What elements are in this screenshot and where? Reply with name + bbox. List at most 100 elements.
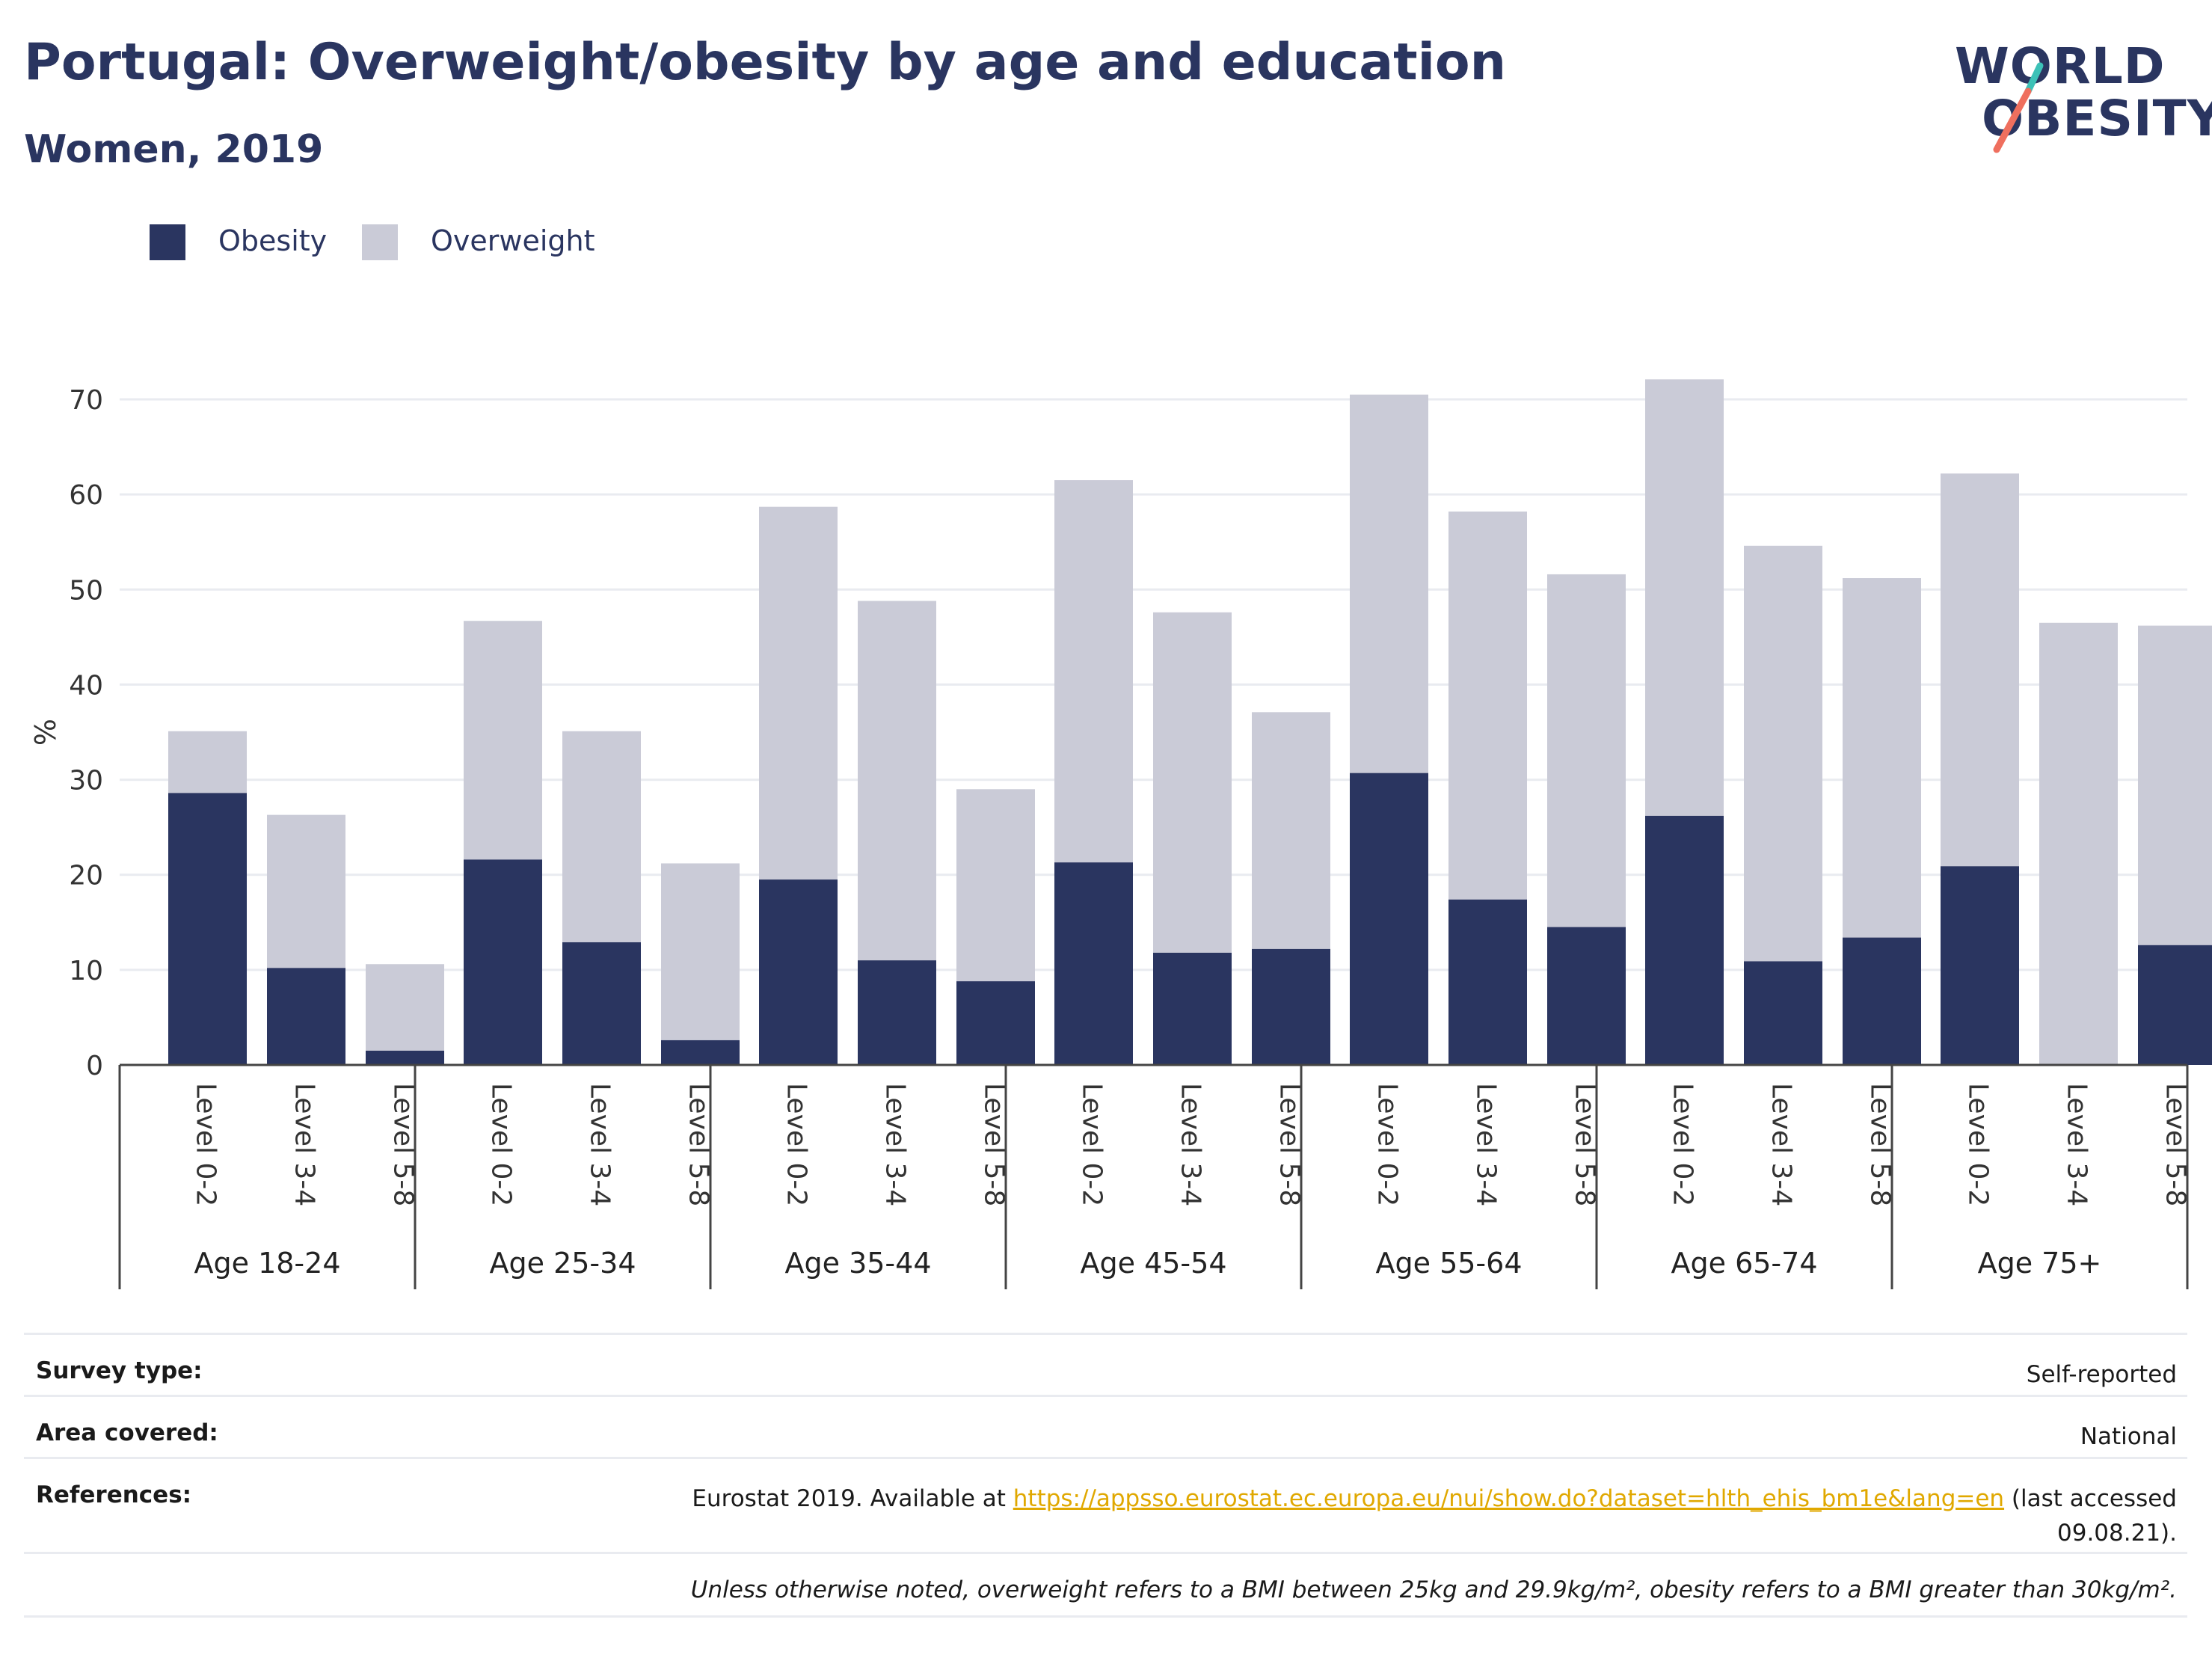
bar-obesity — [661, 1040, 740, 1065]
references-value: Eurostat 2019. Available at https://apps… — [636, 1481, 2177, 1550]
x-group-label: Age 18-24 — [194, 1247, 341, 1280]
y-tick-label: 60 — [69, 480, 103, 511]
y-tick-label: 30 — [69, 766, 103, 796]
bar-obesity — [1350, 773, 1428, 1065]
bar-obesity — [1153, 952, 1232, 1065]
y-tick-label: 40 — [69, 670, 103, 701]
legend-swatch-overweight — [362, 224, 398, 260]
bar-overweight — [956, 789, 1035, 982]
y-tick-label: 10 — [69, 956, 103, 986]
bar-overweight — [1054, 480, 1133, 863]
bar-obesity — [1941, 866, 2019, 1065]
references-link[interactable]: https://appsso.eurostat.ec.europa.eu/nui… — [1013, 1485, 2005, 1512]
x-tick-label-level: Level 0-2 — [1963, 1083, 1994, 1206]
bar-obesity — [858, 960, 936, 1065]
area-value: National — [2080, 1423, 2177, 1450]
bar-obesity — [267, 968, 345, 1065]
x-group-label: Age 35-44 — [785, 1247, 932, 1280]
bar-obesity — [366, 1050, 444, 1065]
bar-overweight — [2039, 622, 2118, 1065]
bar-overweight — [168, 731, 247, 793]
x-tick-label-level: Level 3-4 — [585, 1083, 615, 1206]
bar-obesity — [1843, 937, 1921, 1065]
bar-overweight — [464, 621, 542, 860]
x-tick-label-level: Level 5-8 — [1570, 1083, 1600, 1206]
bar-obesity — [1645, 815, 1724, 1065]
bar-overweight — [1744, 545, 1822, 962]
survey-type-label: Survey type: — [36, 1357, 203, 1384]
y-axis-label: % — [29, 719, 62, 746]
bar-overweight — [1843, 578, 1921, 938]
x-tick-label-level: Level 5-8 — [1865, 1083, 1896, 1206]
bar-obesity — [1054, 862, 1133, 1065]
logo-slash-icon — [1993, 62, 2044, 153]
x-tick-label-level: Level 3-4 — [289, 1083, 320, 1206]
stacked-bar-chart: 0 10 20 30 40 50 60 70% Level 0-2 Level 3-4 Level … — [29, 379, 2212, 1289]
logo-line-1: WORLD — [1955, 37, 2166, 95]
bar-overweight — [2138, 625, 2212, 945]
bar-overweight — [1941, 473, 2019, 867]
x-tick-label-level: Level 3-4 — [1176, 1083, 1206, 1206]
references-suffix: (last accessed 09.08.21). — [2004, 1485, 2177, 1547]
references-prefix: Eurostat 2019. Available at — [692, 1485, 1013, 1512]
x-tick-label-level: Level 3-4 — [2062, 1083, 2092, 1206]
survey-type-value: Self-reported — [2026, 1361, 2177, 1388]
legend-label-overweight: Overweight — [431, 224, 595, 257]
y-tick-label: 70 — [69, 385, 103, 416]
bar-overweight — [1645, 379, 1724, 816]
footer-row-survey-type: Survey type: Self-reported — [24, 1333, 2187, 1395]
bar-overweight — [267, 814, 345, 968]
x-group-label: Age 55-64 — [1376, 1247, 1523, 1280]
bar-overweight — [1547, 574, 1626, 927]
bar-obesity — [1547, 927, 1626, 1065]
x-tick-label-level: Level 0-2 — [781, 1083, 812, 1206]
bar-overweight — [858, 601, 936, 961]
x-tick-label-level: Level 0-2 — [486, 1083, 517, 1206]
chart-subtitle: Women, 2019 — [24, 127, 324, 172]
x-tick-label-level: Level 5-8 — [2160, 1083, 2191, 1206]
x-tick-label-level: Level 3-4 — [1766, 1083, 1797, 1206]
bar-overweight — [1448, 512, 1527, 900]
legend-swatch-obesity — [150, 224, 185, 260]
bar-overweight — [661, 863, 740, 1040]
x-group-label: Age 75+ — [1978, 1247, 2102, 1280]
world-obesity-logo: WORLD OBESITY — [1944, 22, 2212, 157]
bar-overweight — [366, 964, 444, 1051]
x-group-label: Age 45-54 — [1081, 1247, 1227, 1280]
y-tick-label: 0 — [86, 1051, 103, 1081]
bar-overweight — [1252, 712, 1330, 949]
bar-obesity — [1252, 948, 1330, 1065]
x-tick-label-level: Level 5-8 — [979, 1083, 1010, 1206]
y-tick-label: 50 — [69, 575, 103, 606]
bar-overweight — [1350, 394, 1428, 773]
bar-obesity — [956, 981, 1035, 1065]
bar-obesity — [1448, 899, 1527, 1065]
x-tick-label-level: Level 0-2 — [1372, 1083, 1403, 1206]
x-tick-label-level: Level 0-2 — [1668, 1083, 1698, 1206]
bar-obesity — [464, 859, 542, 1065]
bar-obesity — [759, 879, 838, 1065]
bar-overweight — [562, 731, 641, 942]
chart-title: Portugal: Overweight/obesity by age and … — [24, 33, 1507, 92]
bar-overweight — [759, 506, 838, 880]
bar-obesity — [168, 793, 247, 1065]
x-tick-label-level: Level 0-2 — [1077, 1083, 1107, 1206]
x-tick-label-level: Level 3-4 — [1471, 1083, 1502, 1206]
x-tick-label-level: Level 5-8 — [683, 1083, 714, 1206]
x-tick-label-level: Level 0-2 — [191, 1083, 221, 1206]
footer-row-note: Unless otherwise noted, overweight refer… — [24, 1552, 2187, 1618]
x-group-label: Age 25-34 — [490, 1247, 636, 1280]
footer-row-area: Area covered: National — [24, 1395, 2187, 1457]
bmi-definition-note: Unless otherwise noted, overweight refer… — [690, 1576, 2177, 1603]
bar-obesity — [1744, 961, 1822, 1065]
x-tick-label-level: Level 3-4 — [880, 1083, 911, 1206]
x-group-label: Age 65-74 — [1671, 1247, 1818, 1280]
bar-obesity — [2138, 945, 2212, 1065]
footer-row-references: References: Eurostat 2019. Available at … — [24, 1457, 2187, 1552]
x-tick-label-level: Level 5-8 — [1274, 1083, 1305, 1206]
area-label: Area covered: — [36, 1419, 218, 1446]
chart-footer: Survey type: Self-reported Area covered:… — [24, 1333, 2187, 1618]
bar-overweight — [1153, 612, 1232, 953]
legend-label-obesity: Obesity — [218, 224, 328, 257]
y-tick-label: 20 — [69, 861, 103, 891]
